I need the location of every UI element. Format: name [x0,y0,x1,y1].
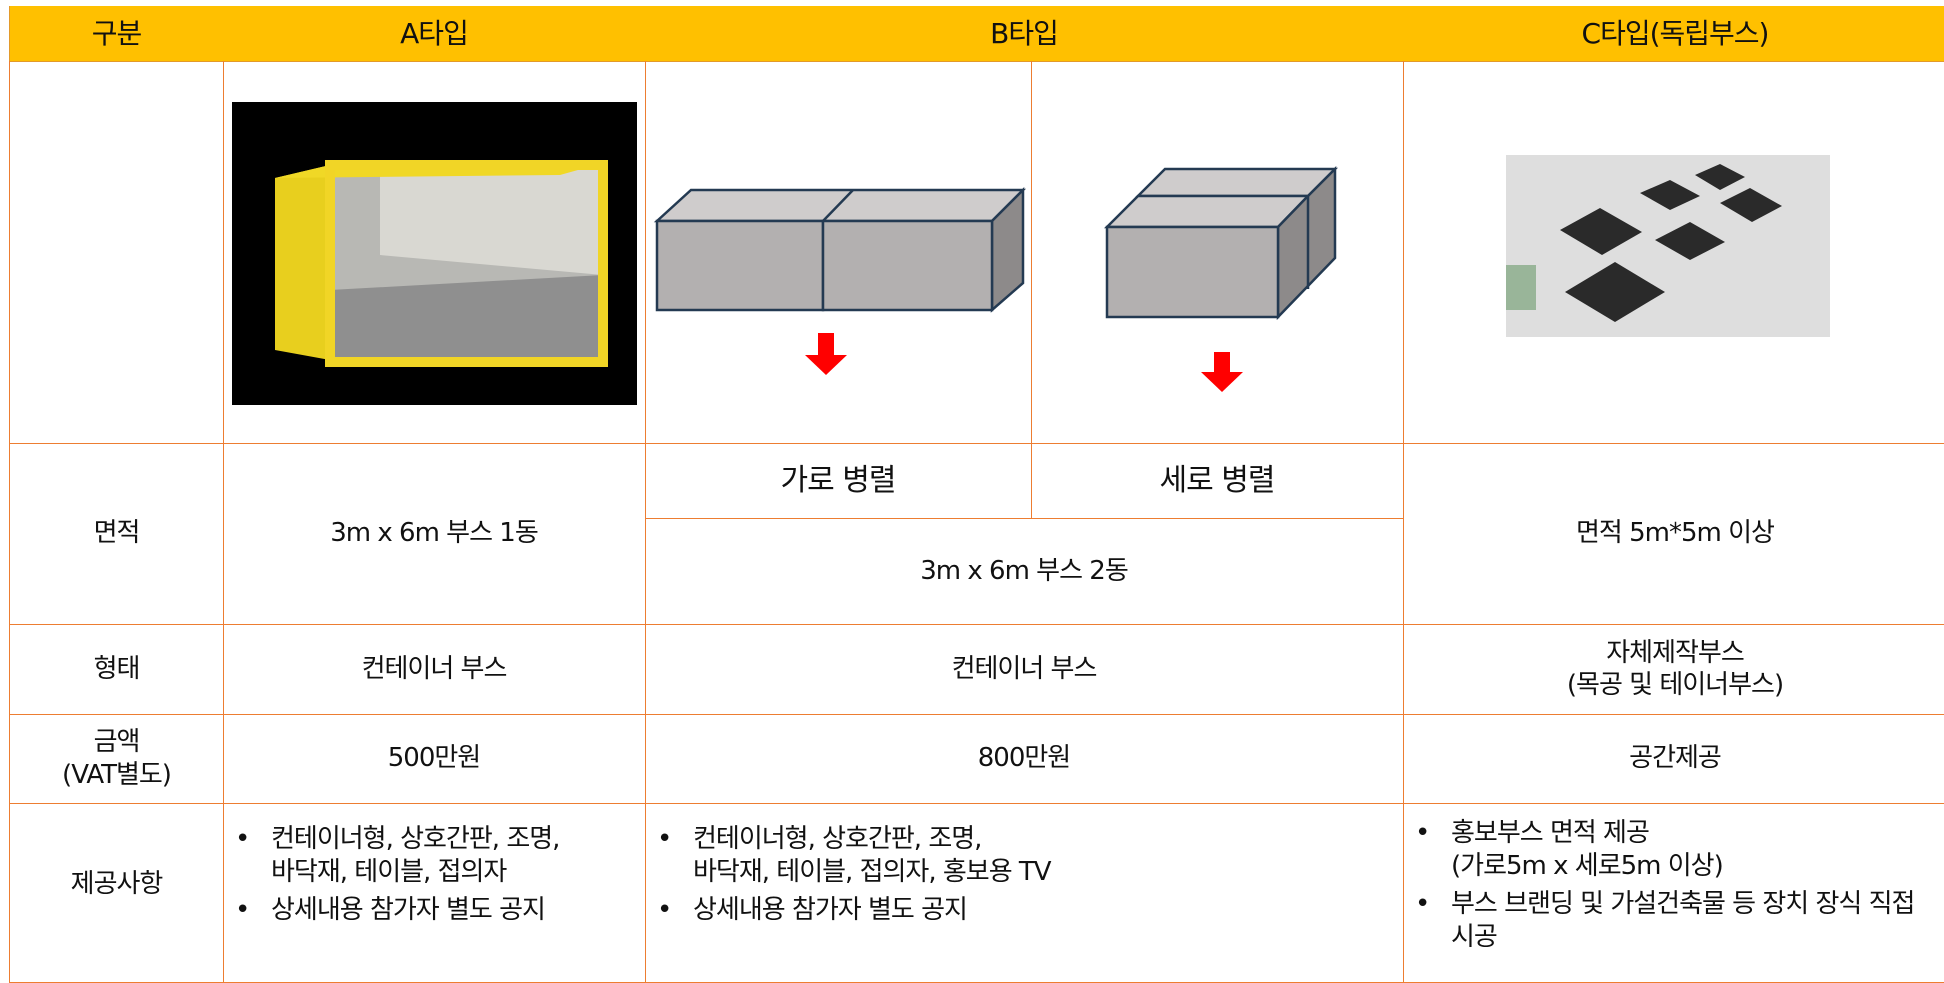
cell: 자체제작부스 (목공 및 테이너부스) [1403,624,1944,715]
bullet-list: 컨테이너형, 상호간판, 조명, 바닥재, 테이블, 접의자상세내용 참가자 별… [223,817,645,933]
venue-booths [1560,164,1782,322]
cell: 컨테이너형, 상호간판, 조명, 바닥재, 테이블, 접의자, 홍보용 TV 상세… [645,803,1404,983]
cell: 800만원 [645,714,1404,804]
container-floor [330,275,603,362]
bullet-list: 홍보부스 면적 제공 (가로5m x 세로5m 이상)부스 브랜딩 및 가설건축… [1403,811,1923,959]
cell: 컨테이너형, 상호간판, 조명, 바닥재, 테이블, 접의자상세내용 참가자 별… [223,803,646,983]
container-side [275,165,330,360]
bullet-list: 컨테이너형, 상호간판, 조명, 바닥재, 테이블, 접의자, 홍보용 TV 상세… [645,817,1403,933]
cell: 면적 5m*5m 이상 [1403,443,1944,625]
cell: 컨테이너 부스 [645,624,1404,715]
bullet: 컨테이너형, 상호간판, 조명, 바닥재, 테이블, 접의자 [235,823,645,888]
bullet: 상세내용 참가자 별도 공지 [235,894,645,927]
cell: 컨테이너 부스 [223,624,646,715]
cell: 공간제공 [1403,714,1944,804]
row-label: 제공사항 [9,803,224,983]
cell: 홍보부스 면적 제공 (가로5m x 세로5m 이상)부스 브랜딩 및 가설건축… [1403,803,1944,983]
image-cell [9,61,224,444]
arrow [805,333,847,375]
illustrations [232,102,1830,405]
row-label: 금액 (VAT별도) [9,714,224,804]
header-cell: A타입 [223,6,646,62]
boxes-horizontal [653,186,1027,313]
image-cell [645,61,1032,444]
row-label: 면적 [9,443,224,625]
arrow [1201,352,1243,392]
image-cell [1031,61,1404,444]
header-cell: C타입(독립부스) [1403,6,1944,62]
cell: 3m x 6m 부스 2동 [645,518,1404,625]
cell: 세로 병렬 [1031,443,1404,519]
image-cell [1403,61,1944,444]
header-cell: 구분 [9,6,224,62]
container-frame [325,160,608,367]
cell: 가로 병렬 [645,443,1032,519]
row-label: 형태 [9,624,224,715]
image-cell [223,61,646,444]
bullet: 부스 브랜딩 및 가설건축물 등 장치 장식 직접 시공 [1415,888,1923,953]
venue-detail [1506,265,1536,310]
bullet: 컨테이너형, 상호간판, 조명, 바닥재, 테이블, 접의자, 홍보용 TV [657,823,1403,888]
bullet: 상세내용 참가자 별도 공지 [657,894,1403,927]
cell: 500만원 [223,714,646,804]
container-wall [380,165,603,275]
bullet: 홍보부스 면적 제공 (가로5m x 세로5m 이상) [1415,817,1923,882]
header-cell: B타입 [645,6,1404,62]
cell: 3m x 6m 부스 1동 [223,443,646,625]
boxes-vertical [1103,165,1339,321]
